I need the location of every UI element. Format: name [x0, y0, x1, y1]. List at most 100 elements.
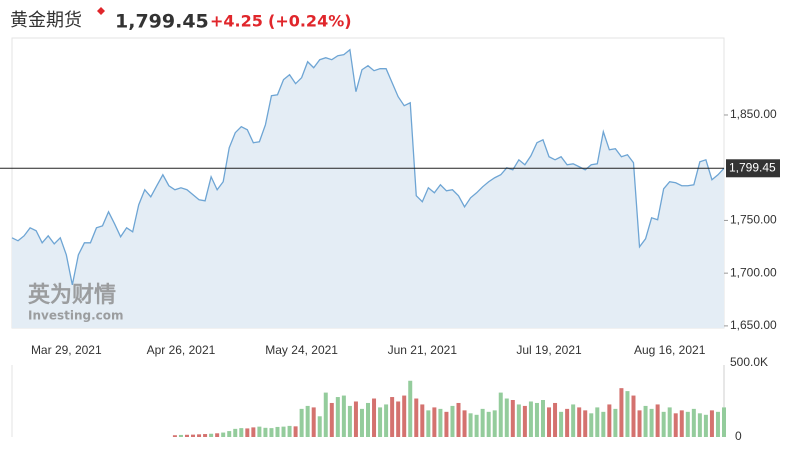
volume-bar: [203, 434, 208, 437]
volume-bar: [498, 392, 503, 437]
up-icon: [97, 7, 105, 15]
volume-bar: [577, 407, 582, 437]
volume-bar: [287, 425, 292, 437]
volume-bar: [516, 404, 521, 437]
volume-bar: [522, 405, 527, 437]
volume-bar: [227, 431, 232, 437]
volume-bar: [281, 426, 286, 437]
volume-bar: [595, 407, 600, 437]
volume-bar: [426, 410, 431, 437]
volume-bar: [571, 404, 576, 437]
last-price-box: [726, 159, 780, 178]
volume-bar: [353, 401, 358, 437]
volume-bar: [414, 398, 419, 437]
x-tick-label: Jun 21, 2021: [388, 343, 458, 357]
volume-bar: [444, 411, 449, 437]
y-tick-label: 1,850.00: [730, 107, 777, 121]
volume-bar: [504, 398, 509, 437]
volume-bar: [613, 408, 618, 437]
volume-bar: [673, 413, 678, 437]
volume-bar: [378, 407, 383, 437]
volume-bar: [178, 434, 183, 437]
volume-bar: [601, 411, 606, 437]
volume-bar: [366, 402, 370, 437]
volume-bar: [221, 432, 226, 437]
volume-bar: [275, 426, 280, 437]
volume-bar: [607, 404, 612, 437]
volume-bar: [703, 414, 708, 437]
volume-bar: [553, 402, 558, 437]
x-tick-label: Aug 16, 2021: [634, 343, 706, 357]
volume-bar: [589, 413, 594, 437]
volume-bar: [432, 407, 437, 437]
change: +4.25: [210, 12, 263, 31]
volume-bar: [359, 408, 364, 437]
volume-bar: [643, 405, 648, 437]
volume-bar: [456, 402, 461, 437]
volume-bar: [450, 405, 455, 437]
volume-bar: [631, 395, 636, 437]
volume-tick-label: 0: [735, 429, 742, 443]
x-tick-label: Mar 29, 2021: [31, 343, 102, 357]
volume-bar: [528, 401, 533, 437]
volume-bar: [299, 408, 304, 437]
volume-bar: [474, 414, 479, 437]
volume-bar: [402, 395, 407, 437]
volume-bar: [396, 401, 401, 437]
volume-bar: [540, 400, 545, 437]
y-tick-label: 1,750.00: [730, 213, 777, 227]
volume-bar: [667, 407, 672, 437]
volume-bar: [480, 408, 485, 437]
volume-bar: [305, 405, 310, 437]
volume-bar: [209, 433, 214, 437]
volume-bar: [184, 434, 189, 437]
plot: 1,650.00 1,700.00 1,750.00 1,850.00 Mar 29, …: [0, 48, 780, 443]
volume-bar: [468, 413, 473, 437]
volume-bar: [372, 398, 377, 437]
volume-bar: [709, 410, 714, 437]
volume-bar: [317, 416, 322, 437]
volume-bar: [239, 428, 244, 437]
volume-bar: [233, 428, 238, 437]
volume-tick-label: 500.0K: [730, 355, 768, 369]
title: 黄金期货: [10, 10, 82, 31]
volume-bar: [583, 410, 588, 437]
volume-bar: [329, 402, 334, 437]
volume-bar: [197, 434, 202, 437]
volume-bar: [486, 411, 491, 437]
volume-bar: [691, 408, 696, 437]
volume-bar: [661, 411, 666, 437]
volume-bar: [323, 392, 328, 437]
volume-bar: [722, 407, 726, 437]
volume-bar: [420, 404, 425, 437]
change-percent: (+0.24%): [268, 12, 352, 31]
y-tick-label: 1,650.00: [730, 318, 777, 332]
volume-bar: [625, 391, 630, 437]
volume-bar: [341, 395, 346, 437]
price-line: [11, 48, 725, 285]
volume-bar: [257, 426, 262, 437]
volume-bar: [191, 434, 196, 437]
x-tick-label: Apr 26, 2021: [147, 343, 216, 357]
y-tick-label: 1,700.00: [730, 265, 777, 279]
volume-bar: [510, 400, 515, 437]
price-area: [12, 49, 724, 329]
last-price-label: 1,799.45: [729, 160, 776, 174]
volume-bar: [438, 408, 443, 437]
volume-bar: [215, 433, 220, 437]
volume-bar: [655, 404, 660, 437]
x-tick-label: Jul 19, 2021: [516, 343, 582, 357]
volume-bar: [263, 427, 268, 437]
volume-bar: [251, 427, 256, 437]
volume-bar: [311, 407, 316, 437]
volume-bar: [384, 404, 389, 437]
volume-bar: [619, 388, 624, 437]
volume-bar: [649, 408, 654, 437]
volume-bar: [245, 428, 250, 437]
volume-bar: [565, 408, 570, 437]
volume-bar: [637, 410, 642, 437]
volume-bar: [347, 405, 352, 437]
volume-bar: [697, 413, 702, 437]
volume-bar: [390, 397, 395, 437]
